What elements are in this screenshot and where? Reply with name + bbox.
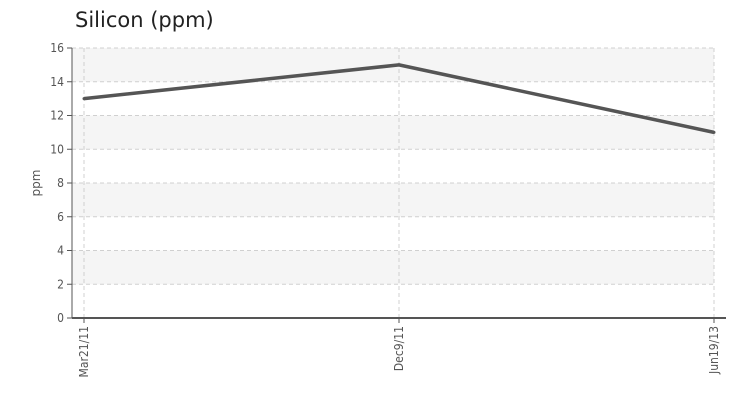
- y-tick-label: 10: [50, 142, 64, 156]
- y-ticks: 0 2 4 6 8 10 12 14 16: [50, 41, 72, 325]
- y-tick-label: 0: [57, 311, 64, 325]
- y-tick-label: 6: [57, 210, 64, 224]
- chart-title: Silicon (ppm): [75, 8, 214, 32]
- data-point: [82, 97, 86, 101]
- x-ticks: Mar21/11 Dec9/11 Jun19/13: [77, 318, 721, 377]
- y-tick-label: 16: [50, 41, 64, 55]
- x-tick-label: Mar21/11: [77, 326, 91, 377]
- x-tick-label: Jun19/13: [707, 326, 721, 375]
- data-point: [397, 63, 401, 67]
- y-tick-label: 8: [57, 176, 64, 190]
- y-axis-label: ppm: [29, 170, 43, 197]
- y-tick-label: 12: [50, 109, 64, 123]
- series-layer: [82, 63, 716, 135]
- grid-bands: [72, 48, 714, 285]
- y-tick-label: 14: [50, 75, 64, 89]
- grid-lines: [72, 47, 715, 318]
- grid-band: [72, 250, 714, 285]
- y-tick-label: 4: [57, 244, 64, 258]
- data-point: [712, 130, 716, 134]
- grid-band: [72, 183, 714, 217]
- x-tick-label: Dec9/11: [392, 326, 406, 371]
- grid-band: [72, 115, 714, 150]
- y-tick-label: 2: [57, 277, 64, 291]
